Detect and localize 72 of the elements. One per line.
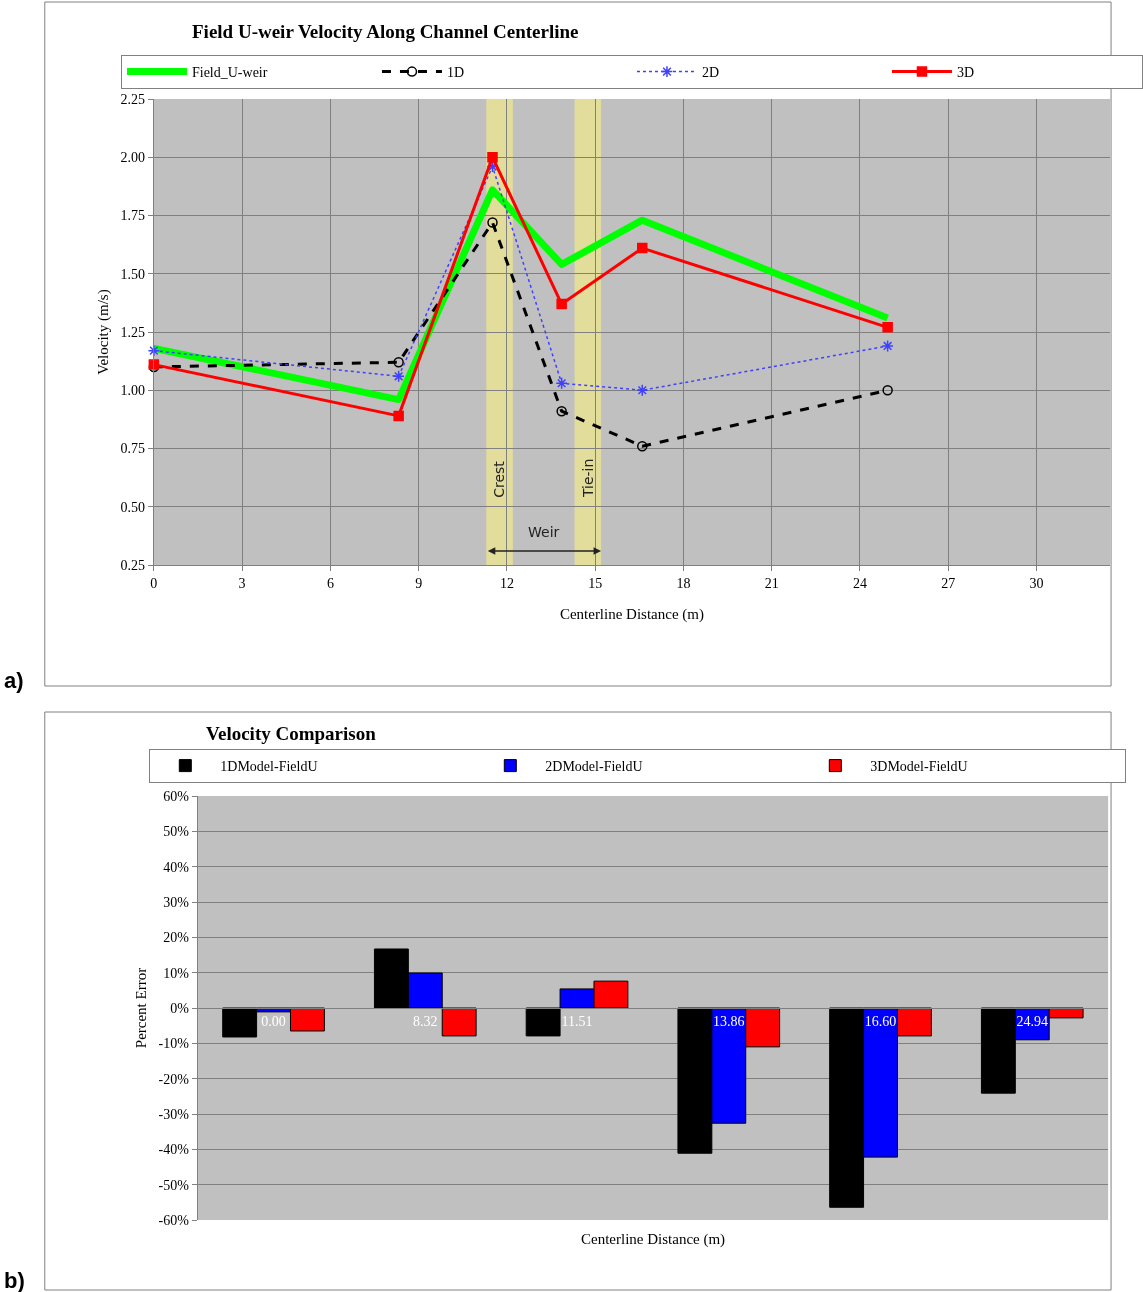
x-tick-label: 30 bbox=[1029, 575, 1044, 591]
y-tick-label: 0.50 bbox=[120, 499, 146, 515]
x-tick-label: 27 bbox=[941, 575, 956, 591]
y-tick-label: 50% bbox=[163, 824, 190, 840]
point bbox=[393, 410, 404, 422]
point bbox=[392, 370, 405, 383]
y-tick-label: 1.00 bbox=[120, 383, 146, 399]
x-tick-label: 12 bbox=[499, 575, 514, 591]
band-label: Tie-in bbox=[579, 458, 596, 499]
x-tick-label: 24 bbox=[852, 575, 867, 591]
y-tick-label: -20% bbox=[158, 1071, 190, 1087]
x-tick-label: 18 bbox=[676, 575, 691, 591]
y-tick-label: 60% bbox=[163, 788, 190, 804]
y-tick-label: -60% bbox=[158, 1212, 190, 1228]
y-tick-label: 1.25 bbox=[120, 324, 146, 340]
legend-label: Field_U-weir bbox=[191, 65, 268, 81]
chart-title: Field U-weir Velocity Along Channel Centerline bbox=[192, 21, 579, 42]
y-tick-label: 40% bbox=[163, 859, 190, 875]
x-tick-label: 15 bbox=[588, 575, 603, 591]
y-tick-label: 30% bbox=[163, 894, 190, 910]
y-tick-label: -10% bbox=[158, 1036, 190, 1052]
legend-label: 1DModel-FieldU bbox=[220, 759, 318, 775]
x-tick-label: 8.32 bbox=[413, 1013, 438, 1029]
x-tick-label: 16.60 bbox=[864, 1013, 897, 1029]
y-tick-label: 20% bbox=[163, 930, 190, 946]
y-tick-label: 10% bbox=[163, 965, 190, 981]
y-axis-title: Percent Error bbox=[132, 967, 149, 1049]
y-tick-label: 1.75 bbox=[120, 208, 146, 224]
point bbox=[881, 339, 894, 353]
point bbox=[555, 377, 568, 390]
y-tick-label: 1.50 bbox=[120, 266, 146, 282]
chart-title: Velocity Comparison bbox=[206, 723, 377, 744]
y-tick-label: 2.25 bbox=[120, 91, 146, 107]
x-axis-title: Centerline Distance (m) bbox=[581, 1231, 726, 1248]
x-tick-label: 9 bbox=[415, 575, 423, 591]
text: b) bbox=[4, 1268, 25, 1292]
y-tick-label: -30% bbox=[158, 1106, 190, 1122]
x-axis-title: Centerline Distance (m) bbox=[559, 605, 705, 623]
text: a) bbox=[4, 668, 24, 693]
point bbox=[393, 357, 404, 368]
band-label: Crest bbox=[491, 460, 508, 498]
y-tick-label: 2.00 bbox=[120, 150, 146, 166]
point bbox=[637, 242, 648, 254]
x-tick-label: 13.86 bbox=[713, 1013, 745, 1029]
legend-label: 2DModel-FieldU bbox=[545, 759, 643, 775]
point bbox=[147, 344, 160, 357]
x-tick-label: 24.94 bbox=[1016, 1013, 1049, 1029]
point bbox=[637, 440, 648, 452]
legend-label: 3DModel-FieldU bbox=[870, 759, 968, 775]
annotation: Weir bbox=[528, 524, 560, 540]
y-tick-label: 0.25 bbox=[120, 557, 146, 573]
point bbox=[556, 298, 567, 310]
x-tick-label: 21 bbox=[764, 575, 779, 591]
point bbox=[556, 405, 567, 417]
y-tick-label: -50% bbox=[158, 1177, 190, 1193]
legend-label: 2D bbox=[701, 65, 720, 81]
x-tick-label: 11.51 bbox=[561, 1013, 593, 1029]
point bbox=[487, 152, 498, 163]
y-tick-label: -40% bbox=[158, 1142, 190, 1158]
legend-label: 3D bbox=[956, 65, 975, 81]
y-tick-label: 0% bbox=[170, 1000, 190, 1016]
point bbox=[882, 385, 893, 396]
point bbox=[487, 217, 498, 228]
y-tick-label: 0.75 bbox=[120, 441, 146, 457]
y-axis-title: Velocity (m/s) bbox=[94, 289, 112, 375]
x-tick-label: 0 bbox=[150, 575, 158, 591]
x-tick-label: 3 bbox=[238, 575, 246, 591]
point bbox=[882, 322, 893, 333]
x-tick-label: 0.00 bbox=[261, 1013, 286, 1029]
x-tick-label: 6 bbox=[326, 575, 334, 591]
point bbox=[636, 384, 649, 397]
legend-label: 1D bbox=[446, 65, 465, 81]
